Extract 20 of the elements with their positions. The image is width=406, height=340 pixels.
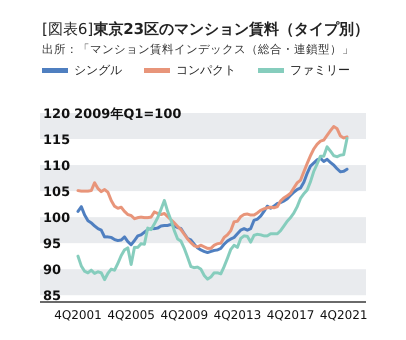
y-tick-label: 85 (43, 289, 62, 304)
y-tick-label: 120 (43, 107, 70, 122)
x-tick-label: 4Q2021 (320, 308, 368, 322)
y-tick-label: 100 (43, 211, 70, 226)
legend-label: ファミリー (290, 63, 350, 77)
y-tick-label: 110 (43, 159, 70, 174)
legend-label: シングル (74, 63, 122, 77)
y-tick-label: 115 (43, 133, 70, 148)
text: 出所：「マンション賃料インデックス（総合・連鎖型）」 (42, 42, 354, 56)
y-tick-label: 90 (43, 263, 62, 278)
legend-label: コンパクト (176, 63, 236, 77)
x-tick-label: 4Q2001 (54, 308, 102, 322)
chart-title: [図表6]東京23区のマンション賃料（タイプ別） (42, 20, 370, 38)
x-tick-label: 4Q2005 (107, 308, 155, 322)
x-tick-label: 4Q2017 (266, 308, 314, 322)
y-tick-label: 105 (43, 185, 70, 200)
x-tick-label: 4Q2009 (160, 308, 208, 322)
y-tick-label: 95 (43, 237, 62, 252)
x-tick-label: 4Q2013 (214, 308, 262, 322)
y-axis-title: 2009年Q1=100 (74, 107, 182, 122)
